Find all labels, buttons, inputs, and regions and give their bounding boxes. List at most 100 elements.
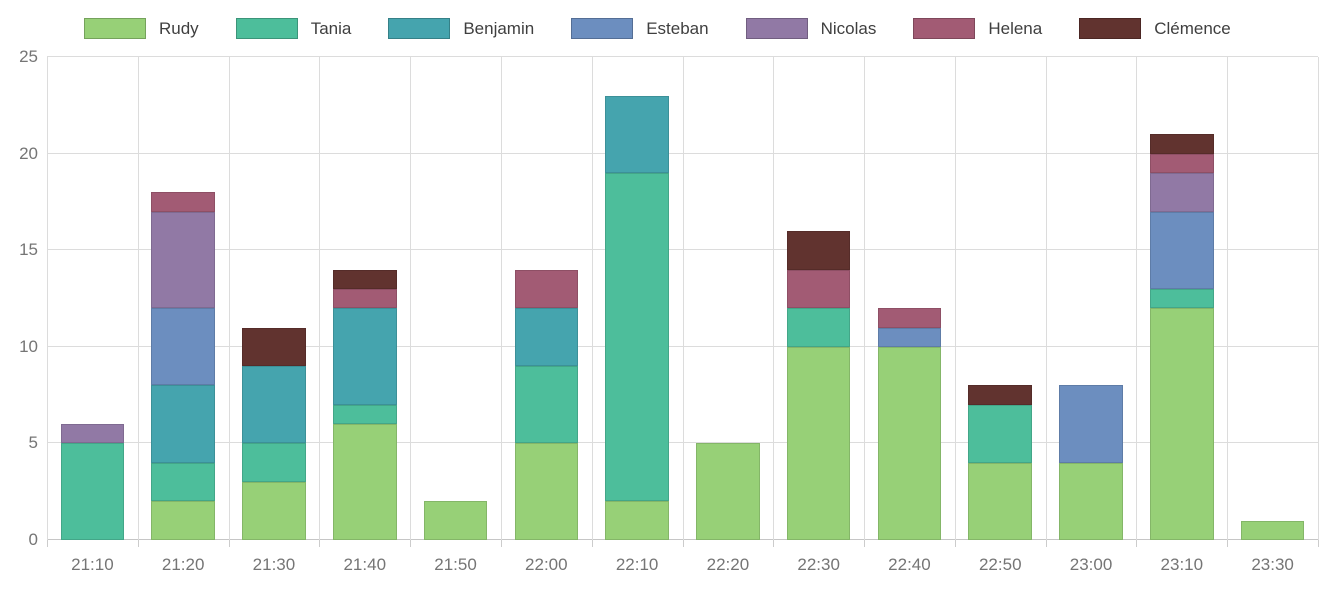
x-tick-mark [864, 540, 866, 547]
legend-swatch-icon [84, 18, 146, 39]
bar-segment-tania[interactable] [332, 404, 397, 425]
plot-area [47, 56, 1319, 540]
bar-segment-rudy[interactable] [877, 346, 942, 540]
legend-label: Nicolas [820, 19, 877, 38]
bar-segment-esteban[interactable] [877, 327, 942, 347]
bar-segment-tania[interactable] [60, 443, 125, 540]
legend-item-rudy[interactable]: Rudy [84, 18, 199, 39]
bar-segment-nicolas[interactable] [60, 424, 125, 444]
x-tick-label: 22:40 [888, 555, 931, 574]
bar-segment-tania[interactable] [151, 462, 215, 502]
legend-label: Benjamin [463, 19, 535, 38]
bar-segment-tania[interactable] [968, 404, 1033, 463]
x-tick-mark [773, 540, 775, 547]
gridline-x [1045, 57, 1047, 540]
legend-swatch-icon [388, 18, 451, 39]
legend-label: Helena [988, 19, 1043, 38]
bar-segment-helena[interactable] [514, 269, 579, 309]
bar-segment-esteban[interactable] [151, 308, 215, 386]
legend-item-benjamin[interactable]: Benjamin [388, 18, 534, 39]
bar-22:20 [696, 57, 760, 540]
bar-segment-benjamin[interactable] [151, 385, 215, 463]
x-tick-label: 23:00 [1069, 555, 1113, 574]
bar-segment-rudy[interactable] [696, 443, 760, 540]
bar-segment-clémence[interactable] [1150, 134, 1214, 154]
gridline-x [773, 57, 775, 540]
gridline-x [47, 57, 48, 540]
bar-segment-rudy[interactable] [423, 501, 488, 540]
legend-swatch-icon [1079, 18, 1142, 39]
gridline-x [1227, 57, 1229, 540]
bar-21:40 [332, 57, 397, 540]
legend-label: Clémence [1154, 19, 1231, 38]
bar-segment-tania[interactable] [242, 443, 306, 483]
x-tick-label: 22:00 [525, 555, 568, 574]
bar-22:30 [786, 57, 851, 540]
bar-segment-tania[interactable] [1150, 288, 1214, 309]
bar-22:50 [968, 57, 1033, 540]
bar-segment-rudy[interactable] [151, 501, 215, 540]
legend-item-tania[interactable]: Tania [235, 18, 351, 39]
bar-segment-clémence[interactable] [242, 327, 306, 367]
bar-segment-esteban[interactable] [1150, 211, 1214, 289]
bar-segment-nicolas[interactable] [1150, 172, 1214, 212]
bar-segment-helena[interactable] [1150, 153, 1214, 173]
legend-swatch-icon [235, 18, 298, 39]
bar-segment-nicolas[interactable] [151, 211, 215, 309]
bar-segment-rudy[interactable] [786, 346, 851, 540]
chart-legend: Rudy Tania Benjamin Esteban Nicolas Helena Clé… [84, 18, 1231, 39]
bar-segment-rudy[interactable] [1150, 308, 1214, 540]
x-tick-mark [1045, 540, 1047, 547]
x-tick-label: 21:40 [343, 555, 387, 574]
gridline-x [137, 57, 139, 540]
gridline-x [1318, 57, 1319, 540]
y-tick-label: 5 [28, 433, 38, 453]
bar-segment-benjamin[interactable] [242, 366, 306, 444]
x-tick-mark [591, 540, 593, 547]
gridline-x [1136, 57, 1138, 540]
x-tick-mark [410, 540, 412, 547]
legend-swatch-icon [913, 18, 976, 39]
legend-swatch-icon [745, 18, 808, 39]
legend-item-esteban[interactable]: Esteban [571, 18, 709, 39]
legend-item-nicolas[interactable]: Nicolas [745, 18, 877, 39]
gridline-x [864, 57, 866, 540]
bar-segment-clémence[interactable] [786, 230, 851, 270]
legend-item-helena[interactable]: Helena [913, 18, 1042, 39]
bar-segment-tania[interactable] [514, 366, 579, 444]
bar-segment-rudy[interactable] [242, 482, 306, 540]
bar-segment-helena[interactable] [786, 269, 851, 309]
x-axis: 21:10 21:20 21:30 21:40 21:50 22:00 22:10 22:20… [47, 540, 1319, 600]
legend-item-clémence[interactable]: Clémence [1079, 18, 1231, 39]
bar-segment-rudy[interactable] [605, 501, 669, 540]
bar-23:10 [1150, 57, 1214, 540]
x-tick-label: 21:20 [161, 555, 205, 574]
bar-23:00 [1059, 57, 1123, 540]
bar-segment-clémence[interactable] [968, 385, 1033, 405]
bar-segment-benjamin[interactable] [332, 308, 397, 405]
bar-segment-helena[interactable] [332, 288, 397, 309]
bar-21:30 [242, 57, 306, 540]
bar-segment-rudy[interactable] [1059, 462, 1123, 540]
bar-segment-tania[interactable] [605, 172, 669, 502]
bar-segment-helena[interactable] [877, 308, 942, 328]
x-tick-mark [682, 540, 684, 547]
gridline-x [954, 57, 956, 540]
bar-segment-rudy[interactable] [1240, 520, 1305, 540]
x-tick-label: 22:10 [615, 555, 659, 574]
bar-segment-rudy[interactable] [514, 443, 579, 540]
x-tick-mark [1136, 540, 1138, 547]
y-tick-label: 10 [19, 336, 38, 356]
bar-21:20 [151, 57, 215, 540]
bar-segment-rudy[interactable] [968, 462, 1033, 540]
gridline-x [500, 57, 502, 540]
bar-segment-esteban[interactable] [1059, 385, 1123, 463]
bar-segment-benjamin[interactable] [605, 95, 669, 173]
x-tick-mark [1227, 540, 1229, 547]
bar-segment-benjamin[interactable] [514, 308, 579, 367]
x-tick-label: 23:30 [1251, 555, 1294, 574]
bar-segment-helena[interactable] [151, 192, 215, 212]
bar-segment-clémence[interactable] [332, 269, 397, 289]
bar-segment-rudy[interactable] [332, 424, 397, 540]
bar-segment-tania[interactable] [786, 308, 851, 347]
